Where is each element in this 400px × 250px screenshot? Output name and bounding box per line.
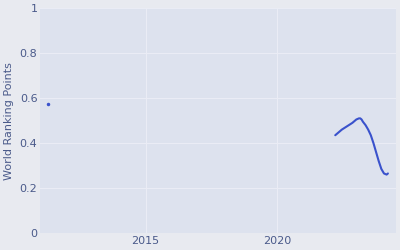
Y-axis label: World Ranking Points: World Ranking Points (4, 62, 14, 180)
